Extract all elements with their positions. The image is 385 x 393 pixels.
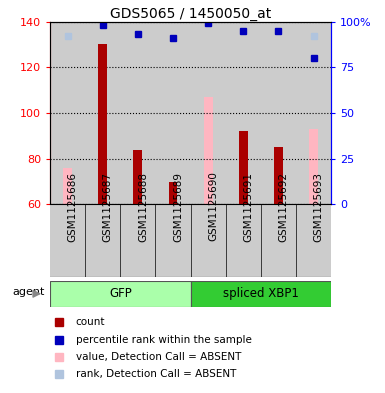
FancyBboxPatch shape bbox=[50, 281, 191, 307]
Bar bbox=[191, 204, 226, 277]
Bar bbox=[204, 97, 213, 204]
Text: GSM1125692: GSM1125692 bbox=[278, 171, 288, 242]
Bar bbox=[63, 168, 72, 204]
Bar bbox=[98, 44, 107, 204]
Text: GSM1125688: GSM1125688 bbox=[138, 171, 148, 242]
Bar bbox=[226, 204, 261, 277]
Text: agent: agent bbox=[12, 288, 45, 298]
Bar bbox=[50, 204, 85, 277]
Bar bbox=[191, 22, 226, 204]
FancyBboxPatch shape bbox=[191, 281, 331, 307]
Bar bbox=[169, 182, 177, 204]
Bar bbox=[134, 149, 142, 204]
Text: GSM1125689: GSM1125689 bbox=[173, 171, 183, 242]
Bar bbox=[121, 22, 156, 204]
Text: spliced XBP1: spliced XBP1 bbox=[223, 287, 299, 300]
Text: rank, Detection Call = ABSENT: rank, Detection Call = ABSENT bbox=[76, 369, 236, 379]
Bar bbox=[296, 204, 331, 277]
Bar bbox=[261, 204, 296, 277]
Title: GDS5065 / 1450050_at: GDS5065 / 1450050_at bbox=[110, 7, 271, 20]
Text: percentile rank within the sample: percentile rank within the sample bbox=[76, 334, 251, 345]
Text: GSM1125691: GSM1125691 bbox=[243, 171, 253, 242]
Bar bbox=[309, 129, 318, 204]
Bar bbox=[226, 22, 261, 204]
Bar bbox=[274, 147, 283, 204]
Bar bbox=[261, 22, 296, 204]
Text: GSM1125687: GSM1125687 bbox=[103, 171, 113, 242]
Bar bbox=[121, 204, 156, 277]
Text: GFP: GFP bbox=[109, 287, 132, 300]
Bar bbox=[85, 204, 120, 277]
Text: GSM1125690: GSM1125690 bbox=[208, 172, 218, 241]
Text: value, Detection Call = ABSENT: value, Detection Call = ABSENT bbox=[76, 352, 241, 362]
Text: GSM1125686: GSM1125686 bbox=[68, 171, 78, 242]
Bar bbox=[296, 22, 331, 204]
Bar bbox=[156, 22, 191, 204]
Bar bbox=[50, 22, 85, 204]
Bar bbox=[156, 204, 191, 277]
Text: count: count bbox=[76, 317, 105, 327]
Bar bbox=[239, 131, 248, 204]
Text: GSM1125693: GSM1125693 bbox=[313, 171, 323, 242]
Bar bbox=[85, 22, 120, 204]
